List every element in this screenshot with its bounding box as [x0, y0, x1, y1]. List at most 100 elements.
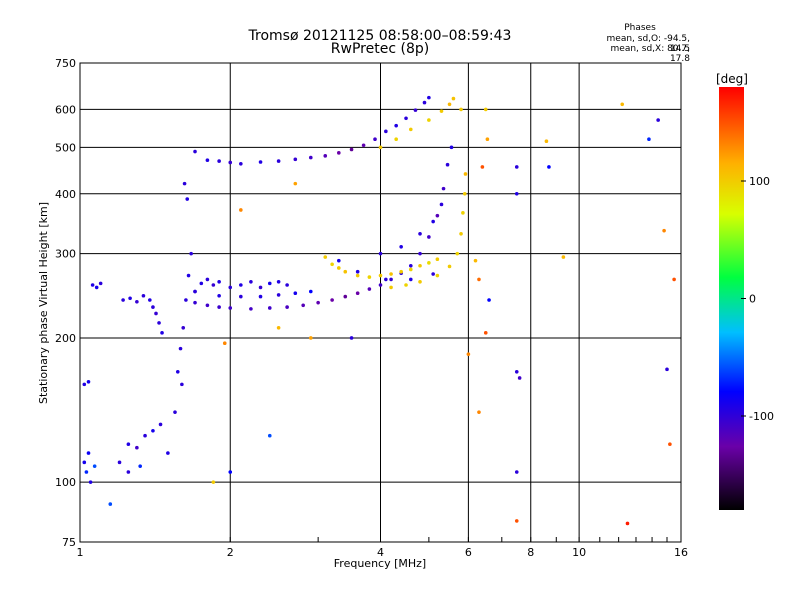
data-point	[276, 279, 281, 284]
data-point	[88, 480, 93, 484]
data-point	[343, 294, 348, 299]
data-point	[620, 102, 625, 107]
data-point	[228, 470, 233, 474]
y-tick-label: 400	[55, 188, 76, 201]
y-tick-label: 200	[55, 332, 76, 345]
data-point	[404, 283, 408, 287]
y-tick-label: 300	[55, 248, 76, 261]
data-point	[337, 266, 341, 270]
scatter-points	[82, 95, 676, 526]
data-point	[514, 519, 519, 523]
data-point	[461, 211, 465, 215]
data-point	[301, 303, 305, 308]
data-point	[662, 228, 666, 233]
data-point	[185, 197, 190, 201]
data-point	[276, 326, 281, 330]
data-point	[258, 160, 263, 164]
x-axis: 1 2 4 6 8 10 16	[77, 537, 688, 559]
data-point	[625, 521, 630, 526]
y-tick-label: 600	[55, 103, 76, 116]
data-point	[158, 422, 163, 427]
data-point	[422, 100, 427, 105]
data-point	[408, 277, 413, 282]
data-point	[141, 293, 146, 298]
data-point	[487, 298, 491, 302]
data-point	[193, 300, 197, 305]
data-point	[199, 281, 204, 286]
data-point	[455, 251, 460, 256]
data-point	[367, 275, 372, 279]
data-point	[182, 181, 187, 186]
data-point	[166, 451, 170, 455]
data-point	[330, 262, 334, 267]
data-point	[316, 300, 320, 305]
data-point	[665, 367, 669, 372]
data-point	[389, 285, 393, 290]
data-point	[205, 277, 210, 282]
data-point	[349, 336, 354, 340]
data-point	[378, 273, 383, 278]
data-point	[413, 108, 418, 112]
data-point	[447, 102, 452, 107]
data-point	[160, 331, 164, 335]
data-point	[361, 143, 366, 148]
data-point	[82, 460, 87, 465]
data-point	[330, 298, 334, 302]
data-point	[186, 273, 191, 278]
data-point	[117, 460, 122, 465]
data-point	[337, 151, 341, 155]
data-point	[514, 470, 519, 474]
data-point	[418, 251, 422, 256]
data-point	[439, 109, 444, 113]
data-point	[449, 145, 454, 150]
data-point	[378, 145, 383, 150]
data-point	[514, 165, 519, 169]
data-point	[480, 165, 485, 169]
data-point	[337, 258, 341, 263]
data-point	[239, 161, 243, 166]
data-point	[94, 285, 99, 290]
data-point	[418, 279, 422, 284]
data-point	[466, 352, 471, 356]
data-point	[193, 149, 197, 154]
data-point	[180, 382, 184, 387]
data-point	[514, 191, 519, 196]
data-point	[98, 281, 103, 286]
y-tick-label: 750	[55, 57, 76, 70]
data-point	[427, 261, 431, 265]
colorbar-tick-label: 0	[749, 293, 756, 306]
data-point	[126, 442, 131, 447]
x-tick-label: 10	[572, 546, 586, 559]
data-point	[249, 307, 253, 311]
data-point	[189, 251, 193, 256]
data-point	[431, 272, 435, 276]
data-point	[151, 305, 155, 309]
data-point	[267, 306, 272, 310]
data-point	[355, 291, 360, 296]
data-point	[445, 162, 450, 167]
data-point	[276, 293, 281, 297]
data-point	[384, 129, 388, 134]
data-point	[121, 298, 125, 302]
data-point	[441, 186, 446, 191]
data-point	[239, 294, 243, 299]
data-point	[178, 346, 183, 351]
x-tick-label: 4	[377, 546, 384, 559]
data-point	[463, 172, 468, 176]
data-point	[173, 410, 177, 414]
data-point	[138, 464, 142, 468]
data-point	[293, 291, 298, 296]
data-point	[389, 272, 393, 276]
data-point	[668, 442, 672, 447]
data-point	[86, 451, 91, 455]
data-point	[205, 158, 210, 163]
data-point	[418, 263, 422, 268]
data-point	[408, 267, 413, 272]
data-point	[222, 341, 227, 346]
data-point	[399, 269, 403, 274]
x-tick-label: 16	[674, 546, 688, 559]
data-point	[128, 296, 132, 301]
data-point	[394, 123, 398, 128]
data-point	[184, 298, 188, 302]
